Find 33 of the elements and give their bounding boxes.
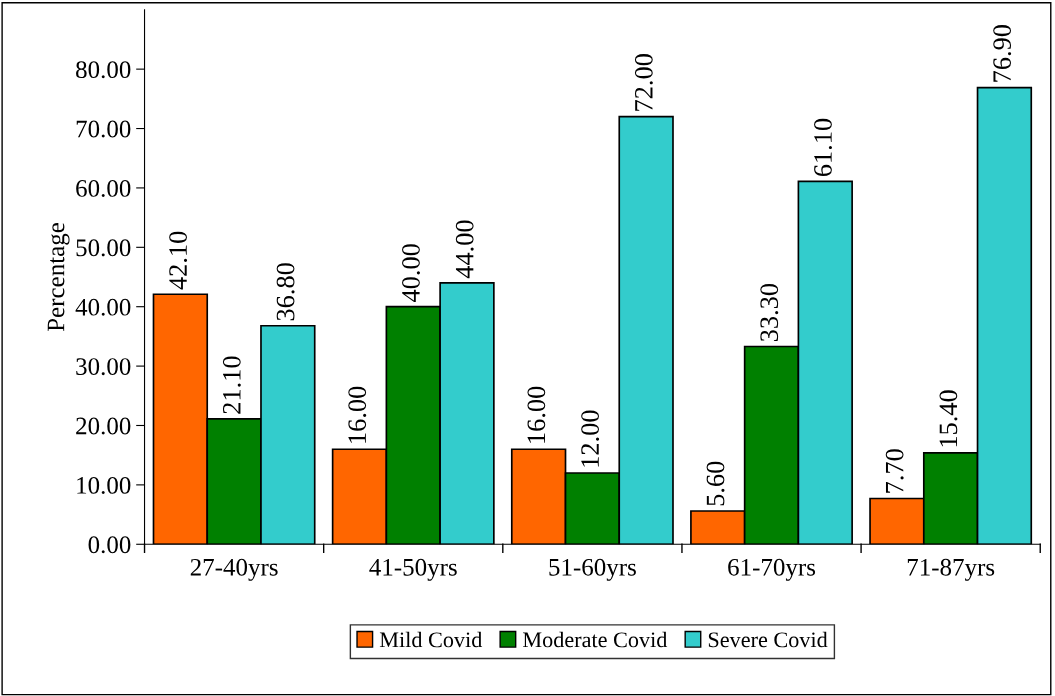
y-tick-label: 10.00 — [77, 476, 131, 494]
legend-label: Mild Covid — [379, 631, 483, 648]
x-tick-label: 27-40yrs — [190, 558, 278, 581]
x-tick-label: 51-60yrs — [549, 558, 636, 581]
data-label: 76.90 — [993, 25, 1012, 82]
y-axis-title: Percentage — [47, 223, 70, 332]
data-label: 7.70 — [885, 449, 904, 493]
data-label: 33.30 — [760, 283, 779, 342]
x-tick-label: 71-87yrs — [907, 558, 995, 581]
data-label: 44.00 — [455, 220, 474, 279]
y-tick-label: 0.00 — [88, 536, 131, 554]
data-label: 40.00 — [402, 244, 420, 303]
data-label: 12.00 — [581, 410, 600, 467]
y-tick-label: 80.00 — [76, 61, 131, 79]
y-tick-label: 70.00 — [76, 120, 131, 138]
data-label: 5.60 — [706, 461, 725, 506]
y-tick-label: 50.00 — [76, 239, 131, 257]
y-tick-label: 20.00 — [76, 417, 131, 435]
y-tick-label: 40.00 — [75, 298, 131, 316]
data-label: 42.10 — [169, 231, 188, 290]
legend-label: Moderate Covid — [522, 631, 668, 648]
y-tick-label: 30.00 — [76, 358, 131, 376]
data-label: 61.10 — [814, 118, 832, 177]
data-label: 16.00 — [348, 386, 367, 443]
data-label: 15.40 — [939, 390, 958, 447]
data-label: 21.10 — [222, 356, 241, 414]
legend-label: Severe Covid — [708, 631, 828, 648]
y-tick-label: 60.00 — [76, 179, 131, 197]
data-label: 36.80 — [276, 263, 295, 321]
x-tick-label: 61-70yrs — [728, 558, 816, 581]
x-tick-label: 41-50yrs — [369, 558, 457, 581]
data-label: 72.00 — [634, 54, 653, 111]
data-label: 16.00 — [527, 386, 546, 443]
